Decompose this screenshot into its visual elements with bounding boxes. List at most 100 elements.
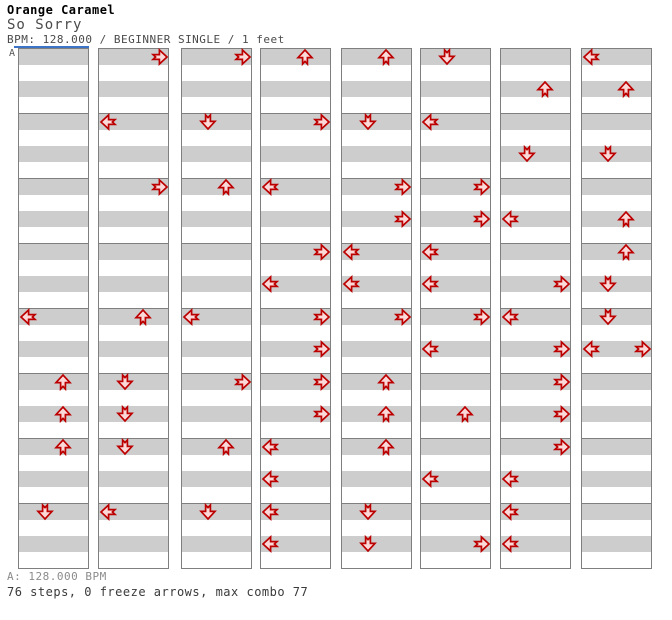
note-arrow-right bbox=[472, 308, 491, 326]
note-arrow-up bbox=[53, 373, 72, 391]
note-arrow-right bbox=[233, 373, 252, 391]
beat-row bbox=[19, 276, 88, 292]
beat-row bbox=[261, 244, 330, 260]
note-arrow-down bbox=[599, 145, 618, 163]
beat-row bbox=[99, 471, 168, 487]
beat-row bbox=[19, 130, 88, 146]
measure-block bbox=[582, 374, 651, 439]
beat-row bbox=[182, 227, 251, 243]
beat-row bbox=[19, 536, 88, 552]
measure-block bbox=[582, 309, 651, 374]
beat-row bbox=[182, 422, 251, 438]
measure-block bbox=[501, 374, 570, 439]
beat-row bbox=[582, 487, 651, 503]
beat-row bbox=[421, 65, 490, 81]
beat-row bbox=[19, 260, 88, 276]
measure-block bbox=[501, 179, 570, 244]
beat-row bbox=[342, 406, 411, 422]
beat-row bbox=[342, 325, 411, 341]
note-arrow-left bbox=[501, 308, 519, 326]
note-arrow-right bbox=[472, 178, 491, 196]
beat-row bbox=[421, 130, 490, 146]
note-arrow-left bbox=[421, 470, 439, 488]
beat-row bbox=[582, 97, 651, 113]
note-arrow-left bbox=[421, 243, 439, 261]
measure-block bbox=[19, 179, 88, 244]
note-arrow-left bbox=[19, 308, 37, 326]
beat-row bbox=[19, 520, 88, 536]
beat-row bbox=[182, 114, 251, 130]
footer-bpm-info: A: 128.000 BPM bbox=[7, 570, 107, 583]
beat-row bbox=[582, 49, 651, 65]
bpm-marker-line bbox=[14, 46, 89, 48]
beat-row bbox=[99, 422, 168, 438]
note-arrow-left bbox=[582, 48, 600, 66]
beat-row bbox=[582, 276, 651, 292]
note-arrow-right bbox=[312, 340, 331, 358]
beat-row bbox=[501, 260, 570, 276]
note-arrow-up bbox=[53, 438, 72, 456]
note-arrow-up bbox=[616, 80, 635, 98]
measure-block bbox=[501, 309, 570, 374]
note-arrow-down bbox=[599, 275, 618, 293]
measure-block bbox=[182, 244, 251, 309]
beat-row bbox=[582, 244, 651, 260]
note-arrow-right bbox=[633, 340, 652, 358]
note-arrow-down bbox=[199, 113, 218, 131]
note-arrow-right bbox=[233, 48, 252, 66]
beat-row bbox=[501, 130, 570, 146]
beat-row bbox=[342, 195, 411, 211]
note-arrow-left bbox=[261, 275, 279, 293]
beat-row bbox=[261, 292, 330, 308]
measure-block bbox=[421, 374, 490, 439]
beat-row bbox=[182, 276, 251, 292]
beat-row bbox=[261, 227, 330, 243]
beat-row bbox=[99, 504, 168, 520]
beat-row bbox=[342, 146, 411, 162]
beat-row bbox=[501, 552, 570, 568]
beat-row bbox=[582, 211, 651, 227]
beat-row bbox=[19, 504, 88, 520]
beat-row bbox=[582, 260, 651, 276]
beat-row bbox=[582, 390, 651, 406]
beat-row bbox=[19, 439, 88, 455]
beat-row bbox=[421, 227, 490, 243]
beat-row bbox=[582, 536, 651, 552]
beat-row bbox=[342, 536, 411, 552]
beat-row bbox=[342, 374, 411, 390]
note-arrow-right bbox=[472, 210, 491, 228]
measure-block bbox=[342, 179, 411, 244]
beat-row bbox=[421, 114, 490, 130]
beat-row bbox=[342, 471, 411, 487]
note-arrow-left bbox=[342, 243, 360, 261]
measure-block bbox=[582, 179, 651, 244]
note-arrow-left bbox=[261, 503, 279, 521]
beat-row bbox=[182, 520, 251, 536]
measure-block bbox=[261, 49, 330, 114]
beat-row bbox=[99, 65, 168, 81]
measure-block bbox=[99, 244, 168, 309]
beat-row bbox=[342, 504, 411, 520]
beat-row bbox=[582, 455, 651, 471]
beat-row bbox=[501, 504, 570, 520]
beat-row bbox=[261, 325, 330, 341]
measure-block bbox=[501, 49, 570, 114]
beat-row bbox=[99, 211, 168, 227]
beat-row bbox=[501, 162, 570, 178]
beat-row bbox=[421, 536, 490, 552]
beat-row bbox=[342, 260, 411, 276]
beat-row bbox=[99, 309, 168, 325]
beat-row bbox=[182, 455, 251, 471]
beat-row bbox=[261, 260, 330, 276]
measure-block bbox=[261, 114, 330, 179]
beat-row bbox=[421, 49, 490, 65]
beat-row bbox=[342, 211, 411, 227]
note-arrow-up bbox=[535, 80, 554, 98]
beat-row bbox=[182, 374, 251, 390]
beat-row bbox=[501, 49, 570, 65]
note-arrow-left bbox=[261, 178, 279, 196]
measure-block bbox=[501, 439, 570, 504]
note-arrow-up bbox=[216, 438, 235, 456]
measure-block bbox=[342, 49, 411, 114]
beat-row bbox=[261, 49, 330, 65]
